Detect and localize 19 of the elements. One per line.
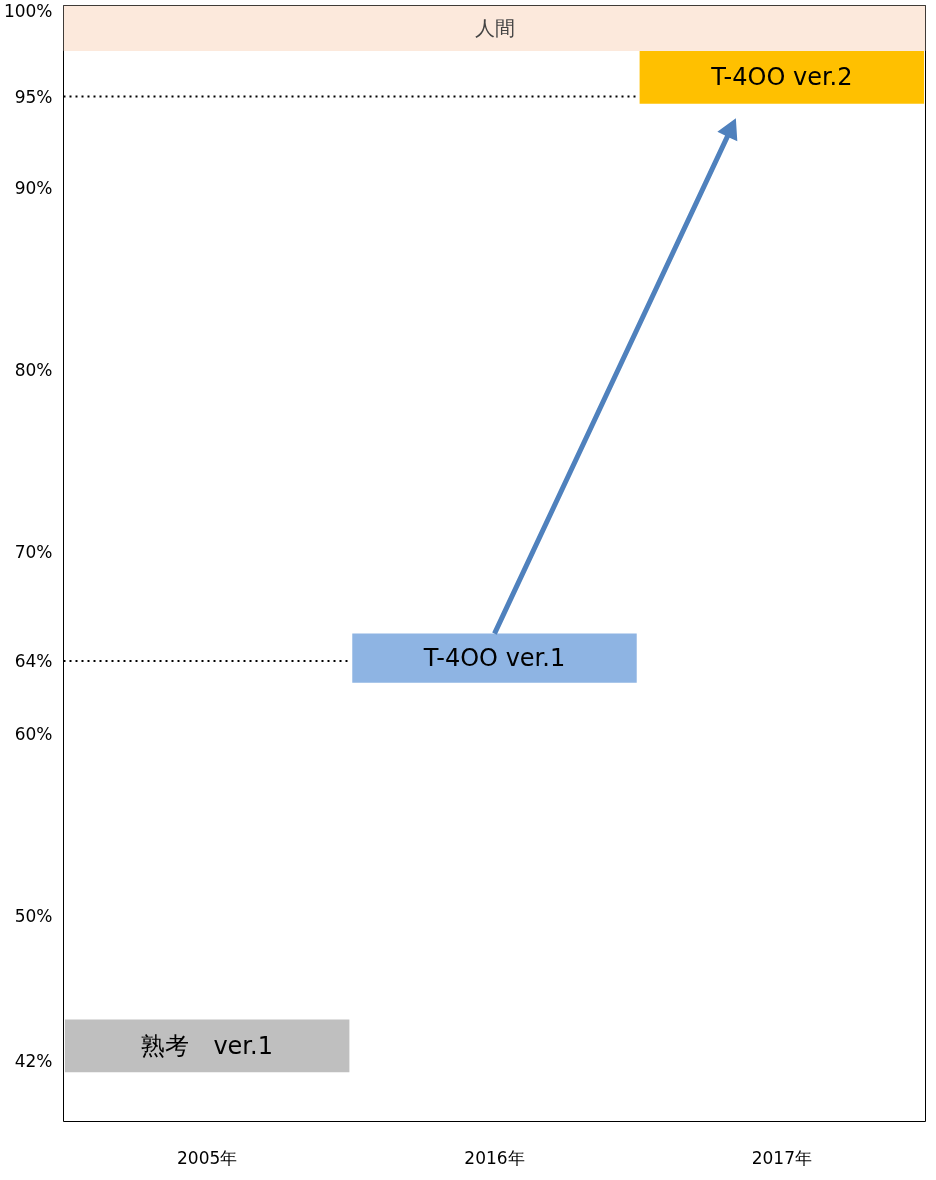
y-tick-label: 90%: [14, 177, 53, 198]
y-tick-label: 95%: [14, 86, 53, 107]
bar: [352, 633, 637, 683]
x-tick-label: 2016年: [464, 1147, 525, 1168]
y-tick-label: 80%: [14, 359, 53, 380]
y-tick-label: 100%: [3, 0, 53, 21]
y-tick-label: 64%: [14, 650, 53, 671]
bar: [639, 51, 925, 104]
data-label: T-4OO ver.2: [710, 63, 853, 92]
bar: [64, 1019, 350, 1073]
x-tick-label: 2017年: [751, 1147, 812, 1168]
data-label: T-4OO ver.1: [422, 644, 566, 673]
band-label: 人間: [474, 16, 515, 41]
y-tick-label: 50%: [14, 905, 53, 926]
x-tick-label: 2005年: [177, 1147, 238, 1168]
y-tick-label: 70%: [14, 541, 53, 562]
data-label: 熟考 ver.1: [141, 1031, 273, 1060]
y-tick-label: 42%: [14, 1051, 53, 1072]
y-tick-label: 60%: [14, 723, 53, 744]
